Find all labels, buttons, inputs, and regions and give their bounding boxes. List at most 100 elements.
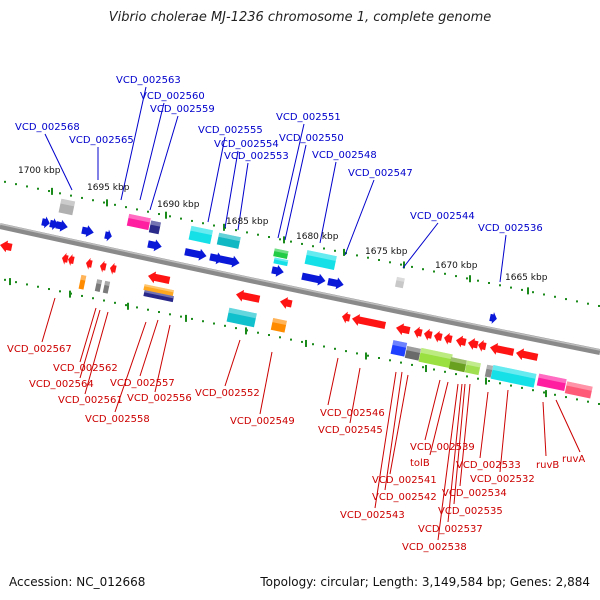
forward-gene-leader: [120, 86, 147, 201]
reverse-gene-label: VCD_002561: [58, 395, 123, 406]
forward-gene-leader: [284, 144, 307, 241]
upper-tick-dot: [565, 298, 567, 301]
lower-tick-dot: [279, 336, 281, 339]
lower-tick-dot: [356, 352, 358, 355]
upper-tick-dot: [213, 224, 215, 227]
lower-tick-dot: [532, 389, 534, 392]
lower-tick-dot: [257, 331, 259, 334]
reverse-gene-label: VCD_002535: [438, 506, 503, 517]
upper-tick-dot: [422, 268, 424, 271]
kbp-label: 1665 kbp: [505, 273, 548, 283]
reverse-gene-label: VCD_002532: [470, 474, 535, 485]
upper-tick-dot: [598, 304, 600, 307]
upper-tick-dot: [466, 277, 468, 280]
kbp-label: 1695 kbp: [87, 183, 130, 193]
forward-gene-leader: [44, 133, 73, 191]
upper-tick-dot: [81, 196, 83, 199]
reverse-gene-arrow: [148, 271, 171, 284]
forward-gene-arrow: [147, 239, 162, 252]
forward-gene-block: [304, 250, 337, 270]
lower-tick-dot: [554, 393, 556, 396]
forward-gene-leader: [224, 150, 239, 229]
reverse-gene-arrow: [396, 323, 411, 336]
lower-tick-dot: [268, 334, 270, 337]
reverse-gene-label: VCD_002562: [53, 363, 118, 374]
reverse-gene-block: [78, 274, 87, 290]
reverse-gene-block: [484, 364, 494, 378]
upper-tick-dot: [499, 284, 501, 287]
upper-tick-dot: [136, 208, 138, 211]
forward-gene-leader: [207, 136, 226, 223]
upper-tick-dot: [301, 242, 303, 245]
forward-gene-arrow: [271, 264, 284, 277]
lower-tick-dot: [147, 308, 149, 311]
forward-gene-block: [126, 213, 151, 231]
forward-gene-labels: VCD_002568 VCD_002565 VCD_002563 VCD_002560…: [15, 75, 543, 234]
forward-gene-label: VCD_002560: [140, 91, 205, 102]
kbp-label: 1685 kbp: [226, 217, 269, 227]
reverse-gene-label: VCD_002546: [320, 408, 385, 419]
reverse-gene-arrow: [468, 338, 479, 350]
reverse-gene-arrow: [424, 328, 433, 341]
reverse-gene-label: VCD_002534: [442, 488, 507, 499]
reverse-gene-label: VCD_002557: [110, 378, 175, 389]
kbp-label: 1700 kbp: [18, 166, 61, 176]
upper-tick-dot: [290, 240, 292, 243]
lower-tick-dot: [510, 384, 512, 387]
upper-tick-dot: [510, 286, 512, 289]
upper-tick-dot: [543, 293, 545, 296]
lower-tick-dot: [125, 304, 127, 307]
label-leader-lines: [41, 86, 581, 541]
kbp-label: 1690 kbp: [157, 200, 200, 210]
reverse-gene-label: VCD_002539: [410, 442, 475, 453]
reverse-gene-leader: [437, 383, 459, 541]
reverse-gene-block: [490, 364, 537, 388]
chromosome-backbone: [0, 223, 600, 355]
lower-tick-dot: [136, 306, 138, 309]
kbp-label: 1675 kbp: [365, 247, 408, 257]
reverse-gene-arrow: [414, 326, 423, 339]
upper-tick-dot: [59, 192, 61, 195]
reverse-gene-leader: [479, 391, 489, 459]
forward-gene-block: [273, 257, 289, 267]
forward-gene-arrow: [219, 255, 240, 268]
upper-tick-dot: [356, 254, 358, 257]
reverse-gene-leader: [349, 367, 361, 424]
lower-tick-dot: [433, 368, 435, 371]
forward-gene-label: VCD_002554: [214, 139, 279, 150]
forward-gene-label: VCD_002548: [312, 150, 377, 161]
kbp-scale-labels: 1700 kbp 1695 kbp 1690 kbp 1685 kbp 1680 kbp…: [18, 166, 548, 283]
upper-tick-dot: [488, 281, 490, 284]
reverse-gene-leader: [224, 339, 241, 387]
reverse-gene-block: [94, 279, 103, 292]
lower-tick-dot: [477, 377, 479, 380]
reverse-gene-label: VCD_002567: [7, 344, 72, 355]
forward-gene-block: [188, 225, 213, 245]
kbp-label: 1680 kbp: [296, 232, 339, 242]
upper-tick-dot: [191, 219, 193, 222]
reverse-gene-arrow: [280, 297, 293, 309]
upper-tick-dot: [587, 302, 589, 305]
lower-tick-dot: [312, 343, 314, 346]
lower-tick-dot: [180, 315, 182, 318]
forward-gene-block: [273, 248, 289, 260]
upper-tick-dot: [4, 180, 6, 183]
gene-features: [0, 198, 593, 399]
forward-gene-arrow: [55, 219, 68, 232]
upper-tick-dot: [400, 263, 402, 266]
lower-tick-dot: [4, 278, 6, 281]
accession-text: Accession: NC_012668: [9, 575, 146, 589]
forward-gene-label: VCD_002563: [116, 75, 181, 86]
reverse-gene-label: VCD_002564: [29, 379, 94, 390]
forward-gene-block: [216, 232, 241, 249]
upper-tick-dot: [378, 259, 380, 262]
chromosome-backbone-highlight: [0, 223, 600, 351]
genome-title: Vibrio cholerae MJ-1236 chromosome 1, co…: [108, 10, 492, 25]
forward-gene-arrow: [104, 229, 112, 242]
forward-gene-label: VCD_002550: [279, 133, 344, 144]
lower-tick-dot: [345, 350, 347, 353]
upper-tick-dot: [477, 279, 479, 282]
forward-gene-label: VCD_002555: [198, 125, 263, 136]
lower-tick-dot: [444, 370, 446, 373]
